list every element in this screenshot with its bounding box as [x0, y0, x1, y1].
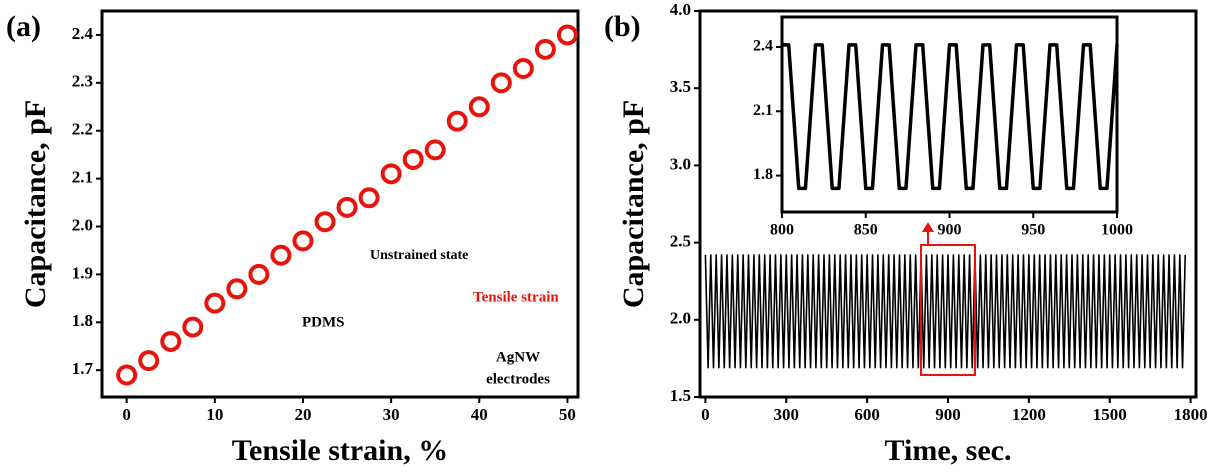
y-tick-label: 2.4 [753, 38, 773, 55]
y-tick-label: 2.1 [753, 102, 773, 119]
annotation: Tensile strain [473, 289, 559, 305]
marker [116, 364, 138, 386]
panel-label: (a) [6, 10, 41, 43]
marker [270, 244, 292, 266]
x-tick-label: 50 [559, 405, 576, 424]
y-axis-title: Capacitance, pF [617, 100, 650, 308]
marker [534, 38, 556, 60]
marker [182, 316, 204, 338]
panel-label: (b) [604, 10, 641, 43]
y-tick-label: 2.0 [670, 309, 691, 328]
y-tick-label: 1.8 [753, 166, 773, 183]
marker [314, 211, 336, 233]
x-tick-label: 1200 [1012, 405, 1046, 424]
marker [446, 110, 468, 132]
x-tick-label: 950 [1021, 222, 1045, 239]
y-axis-title: Capacitance, pF [19, 100, 52, 308]
marker [160, 330, 182, 352]
x-axis-title: Time, sec. [885, 434, 1012, 467]
y-tick-label: 4.0 [670, 0, 691, 19]
x-tick-label: 20 [294, 405, 311, 424]
x-tick-label: 1500 [1093, 405, 1127, 424]
x-tick-label: 30 [383, 405, 400, 424]
marker [336, 196, 358, 218]
y-tick-label: 2.3 [72, 72, 93, 91]
annotation: electrodes [486, 371, 550, 387]
y-tick-label: 1.9 [72, 263, 93, 282]
marker [380, 163, 402, 185]
x-tick-label: 0 [701, 405, 710, 424]
x-tick-label: 10 [206, 405, 223, 424]
marker [292, 230, 314, 252]
y-tick-label: 2.1 [72, 168, 93, 187]
zoom-pointer-head [922, 222, 934, 232]
marker [358, 187, 380, 209]
marker [226, 278, 248, 300]
x-tick-label: 900 [935, 405, 961, 424]
y-tick-label: 1.8 [72, 311, 93, 330]
annotation: PDMS [302, 314, 345, 330]
y-tick-label: 2.5 [670, 232, 691, 251]
y-tick-label: 2.4 [72, 24, 94, 43]
annotation: AgNW [496, 349, 540, 365]
marker [556, 24, 578, 46]
x-tick-label: 900 [938, 222, 962, 239]
marker [248, 263, 270, 285]
y-tick-label: 2.0 [72, 215, 93, 234]
marker [402, 148, 424, 170]
y-tick-label: 1.7 [72, 359, 94, 378]
x-tick-label: 850 [854, 222, 878, 239]
x-tick-label: 600 [854, 405, 880, 424]
marker [512, 57, 534, 79]
zoom-box [920, 244, 976, 376]
annotation: Unstrained state [370, 248, 468, 263]
x-axis-title: Tensile strain, % [232, 434, 448, 467]
marker [468, 96, 490, 118]
y-tick-label: 2.2 [72, 120, 93, 139]
data-line [704, 254, 1187, 369]
x-tick-label: 0 [122, 405, 131, 424]
y-tick-label: 1.5 [670, 386, 691, 405]
marker [490, 72, 512, 94]
y-tick-label: 3.5 [670, 77, 691, 96]
marker [138, 350, 160, 372]
x-tick-label: 1000 [1101, 222, 1133, 239]
x-tick-label: 1800 [1174, 405, 1208, 424]
x-tick-label: 800 [770, 222, 794, 239]
y-tick-label: 3.0 [670, 154, 691, 173]
marker [424, 139, 446, 161]
x-tick-label: 40 [471, 405, 488, 424]
marker [204, 292, 226, 314]
x-tick-label: 300 [774, 405, 800, 424]
data-line [782, 43, 1119, 191]
